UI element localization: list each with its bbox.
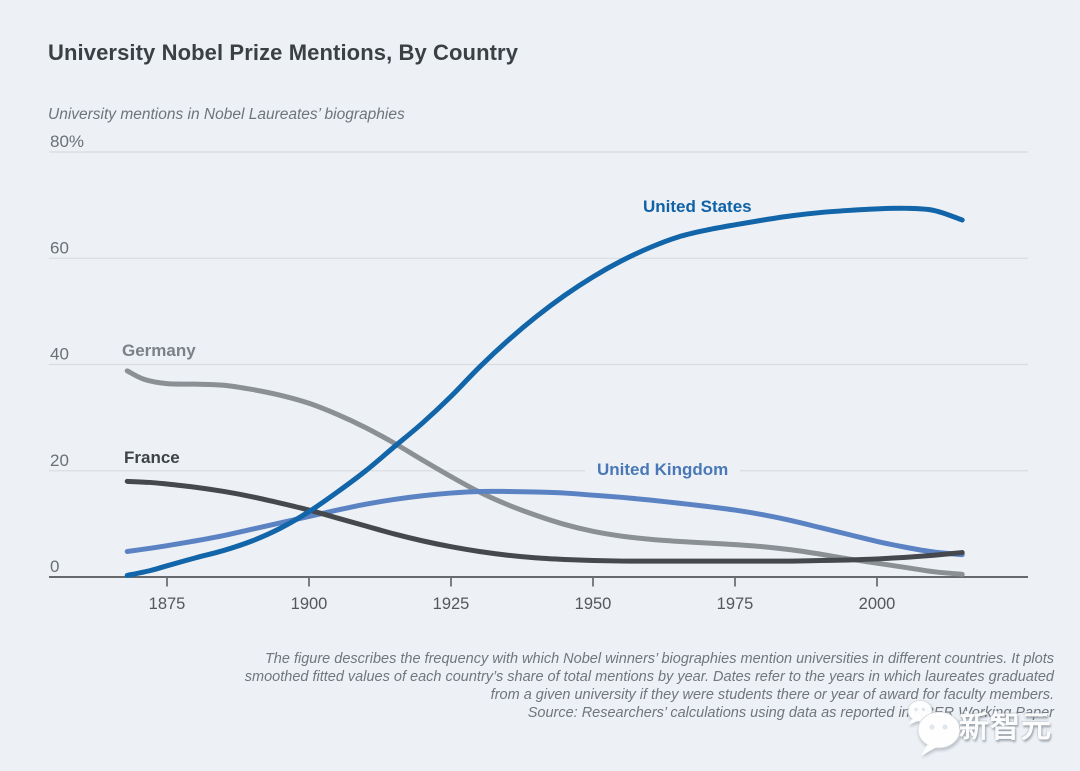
watermark-text: 新智元 bbox=[959, 711, 1052, 744]
x-tick-label: 1925 bbox=[433, 595, 470, 613]
series-line-france bbox=[124, 478, 965, 564]
y-tick-label: 80% bbox=[50, 132, 84, 151]
chart-title: University Nobel Prize Mentions, By Coun… bbox=[48, 40, 519, 65]
footnote-line: smoothed fitted values of each country’s… bbox=[244, 669, 1054, 685]
chat-bubbles-icon bbox=[907, 700, 961, 756]
x-tick-label: 1875 bbox=[149, 595, 186, 613]
series-label-germany: Germany bbox=[122, 341, 196, 360]
series-line-germany bbox=[124, 368, 965, 577]
chart-subtitle: University mentions in Nobel Laureates’ … bbox=[48, 106, 405, 123]
x-tick-label: 1900 bbox=[291, 595, 328, 613]
y-tick-label: 60 bbox=[50, 238, 69, 257]
series-line-united-states bbox=[124, 205, 965, 578]
x-tick-label: 1975 bbox=[717, 595, 754, 613]
x-tick-label: 1950 bbox=[575, 595, 612, 613]
series-line-united-kingdom bbox=[124, 488, 965, 558]
x-tick-label: 2000 bbox=[859, 595, 896, 613]
footnote-line: from a given university if they were stu… bbox=[490, 687, 1054, 703]
watermark: 新智元 bbox=[903, 690, 1075, 762]
y-tick-label: 20 bbox=[50, 451, 69, 470]
y-tick-label: 40 bbox=[50, 345, 69, 364]
series-label-france: France bbox=[124, 448, 180, 467]
y-tick-label: 0 bbox=[50, 557, 59, 576]
series-label-united-kingdom: United Kingdom bbox=[585, 460, 741, 479]
footnote-line: The figure describes the frequency with … bbox=[264, 651, 1054, 667]
series-label-united-states: United States bbox=[643, 197, 752, 216]
